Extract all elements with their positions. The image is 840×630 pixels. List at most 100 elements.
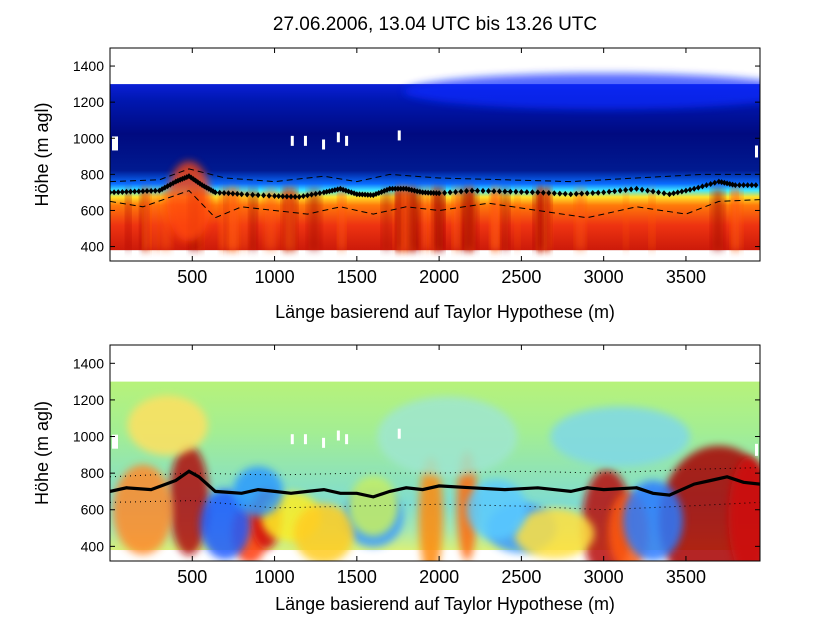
series-marker [389,185,395,192]
x-axis-label: Länge basierend auf Taylor Hypothese (m) [275,302,615,322]
series-marker [152,187,158,194]
series-marker [699,183,705,190]
series-line-1-3 [110,190,760,219]
series-marker [691,185,697,192]
series-marker [741,182,747,189]
x-tick-label: 500 [177,567,207,587]
series-marker [365,191,371,198]
y-tick-label: 600 [81,502,105,518]
y-axis-label: Höhe (m agl) [32,401,52,505]
series-marker [115,189,121,196]
series-marker [132,188,138,195]
series-marker [491,188,497,195]
x-tick-label: 2000 [419,267,459,287]
series-marker [304,192,310,199]
series-marker [645,187,651,194]
series-marker [679,188,685,195]
series-marker [557,190,563,197]
series-marker [428,189,434,196]
series-marker [666,191,672,198]
series-marker [513,188,519,195]
series-marker [745,182,751,189]
series-marker [540,189,546,196]
series-marker [661,190,667,197]
series-marker [687,186,693,193]
series-marker [140,188,146,195]
series-marker [535,189,541,196]
x-tick-label: 2000 [419,567,459,587]
series-marker [266,192,272,199]
series-marker [485,188,491,195]
series-marker [244,191,250,198]
series-group-1 [110,168,760,219]
series-marker [639,186,645,193]
series-marker [123,188,129,195]
series-marker [221,190,227,197]
series-marker [284,193,290,200]
y-tick-label: 1400 [73,58,104,74]
series-marker [119,188,125,195]
series-marker [395,185,401,192]
series-marker [704,182,710,189]
series-marker [507,188,513,195]
series-marker [234,190,240,197]
heatmap-field-1 [110,73,760,251]
y-tick-label: 800 [81,166,105,182]
series-marker [148,187,154,194]
series-marker [442,189,448,196]
x-tick-label: 3000 [584,267,624,287]
series-marker [480,187,486,194]
x-tick-label: 1000 [255,267,295,287]
series-marker [671,190,677,197]
series-marker [392,185,398,192]
series-marker [712,179,718,186]
series-marker [313,190,319,197]
series-marker [368,191,374,198]
series-marker [562,190,568,197]
series-marker [400,185,406,192]
series-marker [502,188,508,195]
series-marker [695,184,701,191]
series-marker [656,189,662,196]
series-marker [579,190,585,197]
series-marker [568,191,574,198]
series-marker [436,190,442,197]
series-marker [136,188,142,195]
y-axis-label: Höhe (m agl) [32,102,52,206]
y-tick-label: 1000 [73,429,104,445]
series-marker [612,188,618,195]
series-marker [573,190,579,197]
y-tick-label: 1200 [73,94,104,110]
series-marker [458,188,464,195]
y-tick-label: 800 [81,465,105,481]
axes-frame-2 [109,344,761,562]
series-group-2 [110,467,760,511]
series-marker [261,192,267,199]
series-marker [732,182,738,189]
series-marker [650,188,656,195]
series-marker [675,189,681,196]
series-marker [255,192,261,199]
series-marker [111,189,117,196]
axes-frame-1 [109,47,761,262]
series-marker [288,193,294,200]
series-marker [433,190,439,197]
series-marker [317,190,323,197]
series-marker [300,193,306,200]
series-marker [212,189,218,196]
series-marker [590,190,596,197]
series-marker [425,189,431,196]
series-marker [595,189,601,196]
figure-title: 27.06.2006, 13.04 UTC bis 13.26 UTC [272,14,598,35]
x-tick-label: 1000 [255,567,295,587]
series-marker [464,188,470,195]
series-marker [239,191,245,198]
series-marker [296,193,302,200]
series-marker [110,189,113,196]
series-marker [546,190,552,197]
series-line-2-1 [110,469,760,499]
heatmap-field-2 [110,381,760,561]
y-tick-label: 400 [81,538,105,554]
series-marker [469,187,475,194]
series-marker [230,190,236,197]
